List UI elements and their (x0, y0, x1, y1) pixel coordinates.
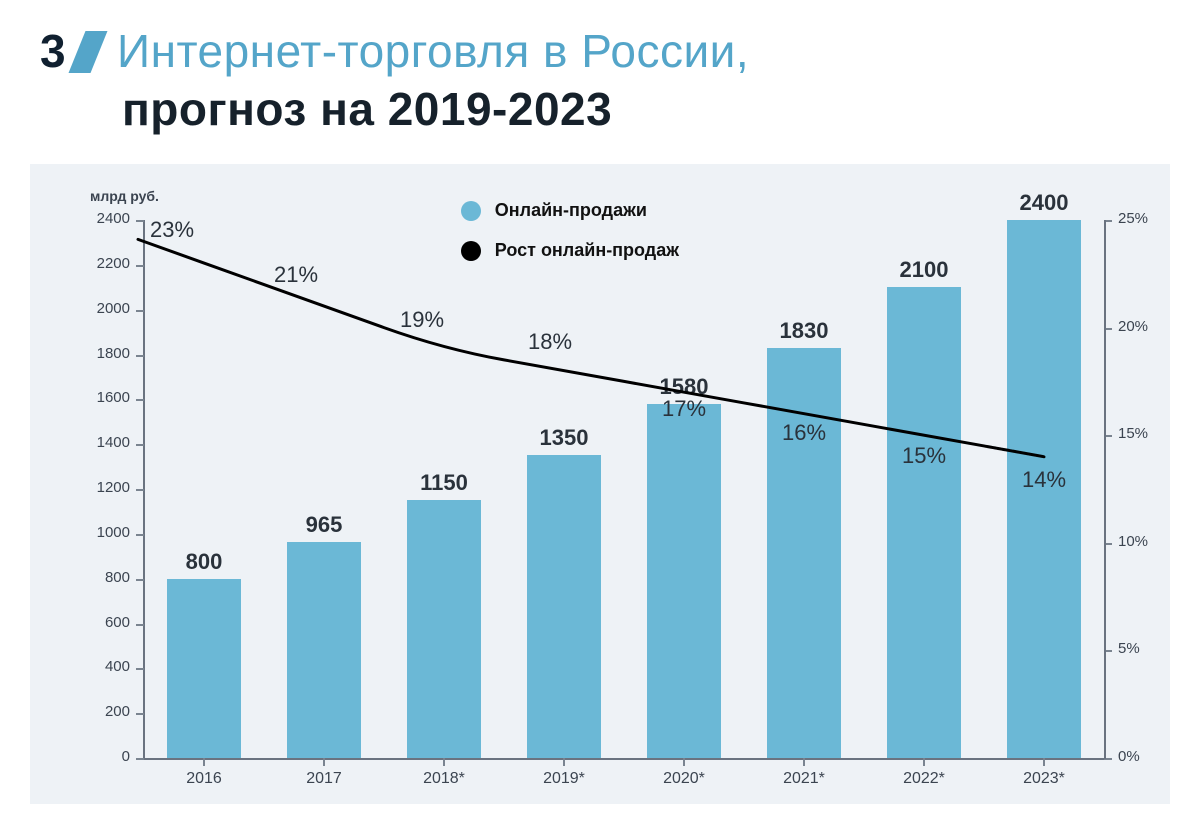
legend-growth: Рост онлайн-продаж (461, 240, 679, 261)
growth-pct-label: 17% (662, 396, 706, 422)
title-line-2: прогноз на 2019-2023 (122, 82, 1170, 136)
growth-pct-label: 21% (274, 262, 318, 288)
growth-pct-label: 15% (902, 443, 946, 469)
growth-pct-label: 23% (150, 217, 194, 243)
title-line-1: Интернет-торговля в России, (117, 25, 749, 77)
slash-icon (77, 31, 99, 73)
growth-pct-label: 14% (1022, 467, 1066, 493)
chart-panel: млрд руб.0200400600800100012001400160018… (30, 164, 1170, 804)
legend-dot-icon (461, 201, 481, 221)
growth-pct-label: 18% (528, 329, 572, 355)
chart-header: 3 Интернет-торговля в России, прогноз на… (40, 24, 1170, 136)
legend-growth-label: Рост онлайн-продаж (495, 240, 679, 260)
growth-pct-label: 16% (782, 420, 826, 446)
combo-chart: млрд руб.0200400600800100012001400160018… (30, 164, 1170, 804)
legend-dot-icon (461, 241, 481, 261)
legend-sales: Онлайн-продажи (461, 200, 647, 221)
growth-pct-label: 19% (400, 307, 444, 333)
legend-sales-label: Онлайн-продажи (495, 200, 647, 220)
section-number: 3 (40, 24, 66, 78)
